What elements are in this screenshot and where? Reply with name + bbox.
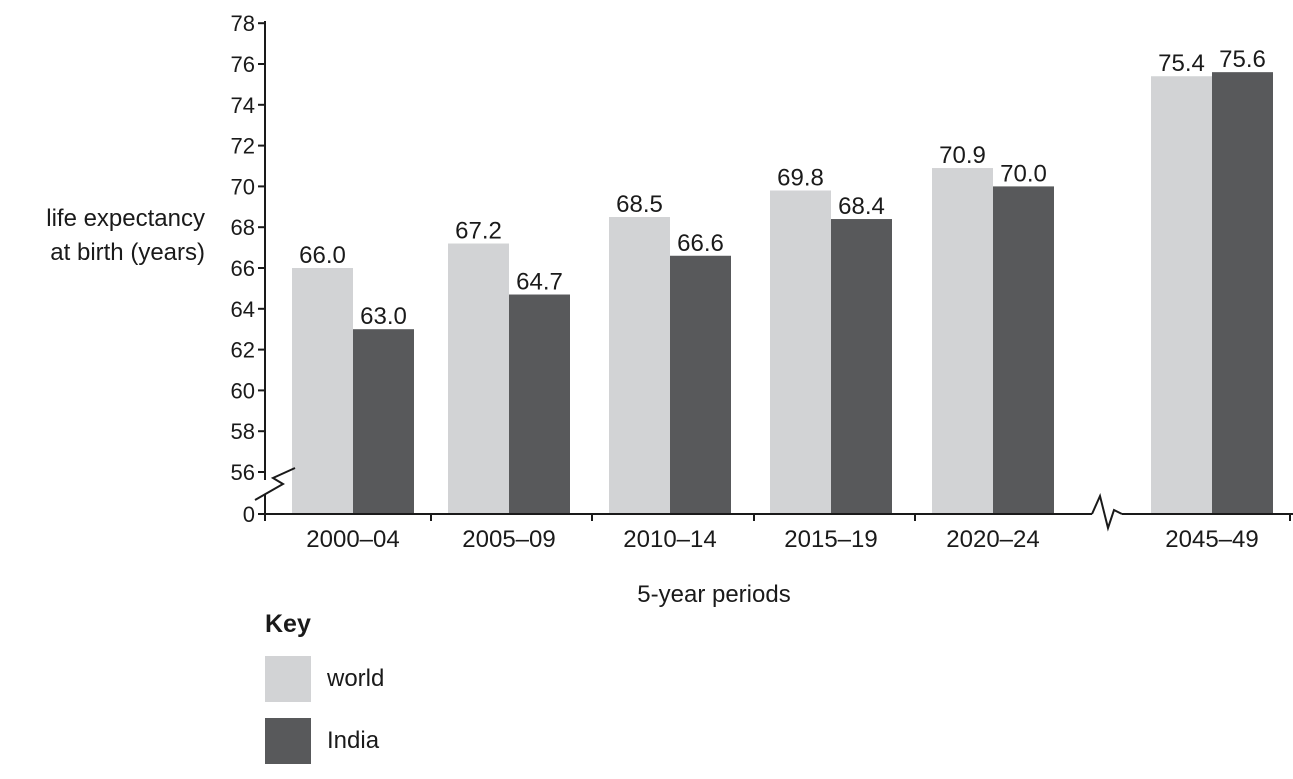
value-label-world-3: 69.8 <box>777 164 824 191</box>
x-axis-title: 5-year periods <box>637 581 790 608</box>
value-label-india-2: 66.6 <box>677 230 724 257</box>
value-label-india-4: 70.0 <box>1000 160 1047 187</box>
bar-world-2 <box>609 217 670 514</box>
y-tick-label-0: 0 <box>243 502 255 527</box>
bar-world-3 <box>770 190 831 514</box>
y-tick-label-64: 64 <box>231 297 255 322</box>
y-tick-label-70: 70 <box>231 174 255 199</box>
value-label-india-3: 68.4 <box>838 193 885 220</box>
bar-chart: 66.0 67.2 68.5 69.8 70.9 75.4 63.0 64.7 66.6 68.4… <box>0 0 1293 610</box>
legend-swatch-world <box>265 656 311 702</box>
y-tick-label-66: 66 <box>231 256 255 281</box>
value-label-india-1: 64.7 <box>516 269 563 296</box>
x-category-label-2: 2010–14 <box>623 526 716 553</box>
bar-india-1 <box>509 295 570 514</box>
value-label-world-5: 75.4 <box>1158 50 1205 77</box>
y-tick-label-62: 62 <box>231 338 255 363</box>
x-category-label-5: 2045–49 <box>1165 526 1258 553</box>
value-label-world-0: 66.0 <box>299 242 346 269</box>
legend-label-world: world <box>327 665 384 693</box>
legend-item-world: world <box>265 655 384 703</box>
legend-label-india: India <box>327 727 379 755</box>
y-tick-label-76: 76 <box>231 52 255 77</box>
y-tick-label-60: 60 <box>231 378 255 403</box>
bar-world-4 <box>932 168 993 514</box>
bar-world-1 <box>448 244 509 514</box>
y-tick-label-58: 58 <box>231 419 255 444</box>
x-category-label-4: 2020–24 <box>946 526 1039 553</box>
y-axis-title-line-0: life expectancy <box>46 205 205 232</box>
bar-india-2 <box>670 256 731 514</box>
y-tick-label-68: 68 <box>231 215 255 240</box>
value-label-india-0: 63.0 <box>360 303 407 330</box>
bar-india-0 <box>353 329 414 514</box>
value-label-world-1: 67.2 <box>455 218 502 245</box>
bar-world-0 <box>292 268 353 514</box>
bar-india-4 <box>993 186 1054 514</box>
bar-india-5 <box>1212 72 1273 514</box>
legend-swatch-india <box>265 718 311 764</box>
legend-item-india: India <box>265 717 384 765</box>
legend: Key world India <box>265 610 384 779</box>
x-axis-break-mark <box>1092 496 1122 528</box>
y-tick-label-72: 72 <box>231 134 255 159</box>
x-category-label-1: 2005–09 <box>462 526 555 553</box>
bar-india-3 <box>831 219 892 514</box>
y-tick-label-56: 56 <box>231 460 255 485</box>
value-label-world-2: 68.5 <box>616 191 663 218</box>
value-label-world-4: 70.9 <box>939 142 986 169</box>
bar-world-5 <box>1151 76 1212 514</box>
y-tick-label-74: 74 <box>231 93 255 118</box>
legend-title: Key <box>265 610 384 639</box>
value-label-india-5: 75.6 <box>1219 46 1266 73</box>
x-category-label-0: 2000–04 <box>306 526 399 553</box>
x-category-label-3: 2015–19 <box>784 526 877 553</box>
y-axis-title-line-1: at birth (years) <box>50 239 205 266</box>
y-tick-label-78: 78 <box>231 11 255 36</box>
